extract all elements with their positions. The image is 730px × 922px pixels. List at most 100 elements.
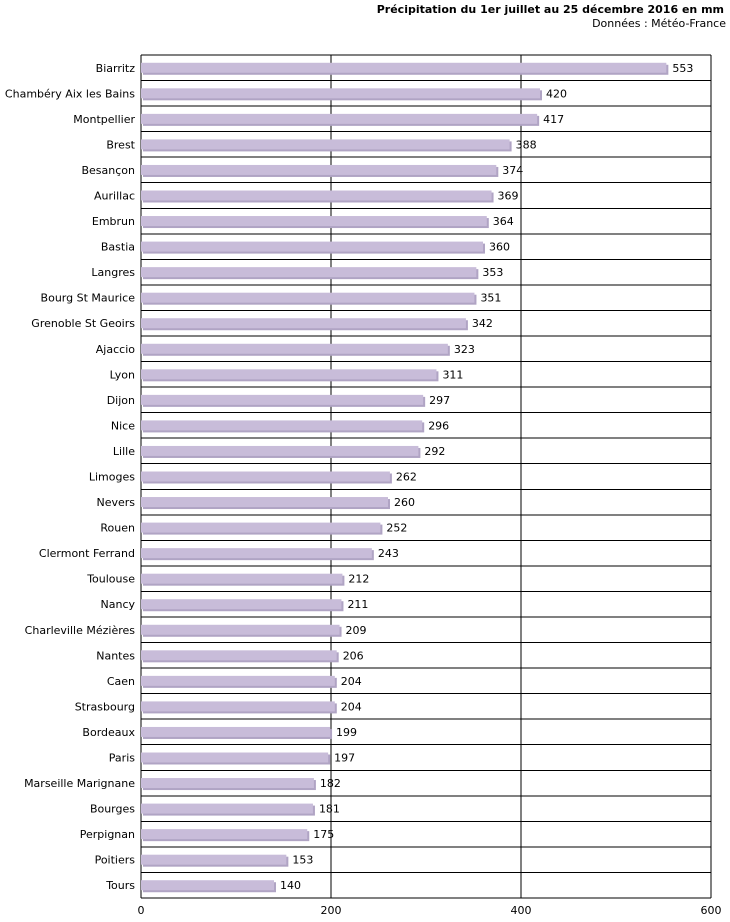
bar xyxy=(141,880,274,891)
value-label: 292 xyxy=(424,445,445,458)
value-label: 182 xyxy=(320,777,341,790)
bar xyxy=(141,164,497,175)
category-label: Toulouse xyxy=(86,573,135,586)
value-label: 353 xyxy=(482,266,503,279)
bar xyxy=(141,318,466,329)
category-label: Bourges xyxy=(90,803,135,816)
bar xyxy=(141,113,538,124)
bar xyxy=(141,216,487,227)
bar xyxy=(141,267,477,278)
value-label: 211 xyxy=(347,598,368,611)
value-label: 297 xyxy=(429,394,450,407)
value-label: 553 xyxy=(672,62,693,75)
bar xyxy=(141,675,335,686)
category-label: Bastia xyxy=(101,241,135,254)
value-label: 206 xyxy=(343,649,364,662)
bar xyxy=(141,62,667,73)
x-tick-label: 200 xyxy=(321,904,342,917)
category-label: Limoges xyxy=(89,471,135,484)
value-label: 417 xyxy=(543,113,564,126)
value-label: 369 xyxy=(498,190,519,203)
chart-title: Précipitation du 1er juillet au 25 décem… xyxy=(376,3,724,16)
bar xyxy=(141,778,314,789)
bar xyxy=(141,343,448,354)
category-label: Embrun xyxy=(92,215,135,228)
category-label: Grenoble St Geoirs xyxy=(31,317,135,330)
bar xyxy=(141,241,483,252)
bar xyxy=(141,624,340,635)
value-label: 311 xyxy=(442,368,463,381)
category-label: Strasbourg xyxy=(75,700,135,713)
bar xyxy=(141,573,343,584)
category-label: Bordeaux xyxy=(82,726,135,739)
bar xyxy=(141,292,475,303)
value-label: 212 xyxy=(348,573,369,586)
value-label: 197 xyxy=(334,752,355,765)
category-label: Charleville Mézières xyxy=(25,624,136,637)
value-label: 342 xyxy=(472,317,493,330)
category-label: Lyon xyxy=(110,368,135,381)
category-label: Clermont Ferrand xyxy=(39,547,135,560)
category-label: Ajaccio xyxy=(96,343,135,356)
bar xyxy=(141,445,419,456)
value-label: 420 xyxy=(546,87,567,100)
chart-subtitle: Données : Météo-France xyxy=(592,17,726,30)
category-label: Langres xyxy=(91,266,135,279)
value-label: 364 xyxy=(493,215,514,228)
value-label: 243 xyxy=(378,547,399,560)
value-label: 262 xyxy=(396,471,417,484)
value-label: 260 xyxy=(394,496,415,509)
bar xyxy=(141,471,390,482)
value-label: 181 xyxy=(319,803,340,816)
value-label: 296 xyxy=(428,419,449,432)
value-label: 204 xyxy=(341,675,362,688)
value-label: 323 xyxy=(454,343,475,356)
category-label: Besançon xyxy=(81,164,135,177)
category-label: Tours xyxy=(105,879,135,892)
value-label: 209 xyxy=(346,624,367,637)
x-tick-label: 600 xyxy=(701,904,722,917)
category-label: Dijon xyxy=(107,394,135,407)
category-label: Bourg St Maurice xyxy=(41,292,136,305)
category-label: Rouen xyxy=(100,522,135,535)
value-label: 175 xyxy=(313,828,334,841)
bar xyxy=(141,726,331,737)
bar xyxy=(141,701,335,712)
value-label: 140 xyxy=(280,879,301,892)
bar xyxy=(141,803,313,814)
bar xyxy=(141,88,540,99)
value-label: 153 xyxy=(292,854,313,867)
bar xyxy=(141,650,337,661)
x-tick-label: 0 xyxy=(138,904,145,917)
value-label: 351 xyxy=(480,292,501,305)
value-label: 204 xyxy=(341,700,362,713)
category-label: Lille xyxy=(113,445,135,458)
category-label: Nice xyxy=(111,419,135,432)
bar xyxy=(141,522,381,533)
value-label: 360 xyxy=(489,241,510,254)
x-tick-label: 400 xyxy=(511,904,532,917)
bar xyxy=(141,497,388,508)
category-label: Nevers xyxy=(96,496,135,509)
value-label: 199 xyxy=(336,726,357,739)
category-label: Caen xyxy=(107,675,135,688)
bar xyxy=(141,369,437,380)
value-label: 374 xyxy=(502,164,523,177)
value-label: 252 xyxy=(386,522,407,535)
bar xyxy=(141,854,287,865)
bar xyxy=(141,420,423,431)
category-label: Chambéry Aix les Bains xyxy=(5,87,135,100)
category-label: Marseille Marignane xyxy=(24,777,135,790)
category-label: Nancy xyxy=(101,598,136,611)
bar xyxy=(141,599,342,610)
category-label: Biarritz xyxy=(96,62,136,75)
category-label: Paris xyxy=(109,752,135,765)
category-label: Perpignan xyxy=(80,828,135,841)
bar xyxy=(141,548,372,559)
bar xyxy=(141,139,510,150)
category-label: Nantes xyxy=(96,649,135,662)
category-label: Brest xyxy=(106,138,135,151)
bar xyxy=(141,394,424,405)
